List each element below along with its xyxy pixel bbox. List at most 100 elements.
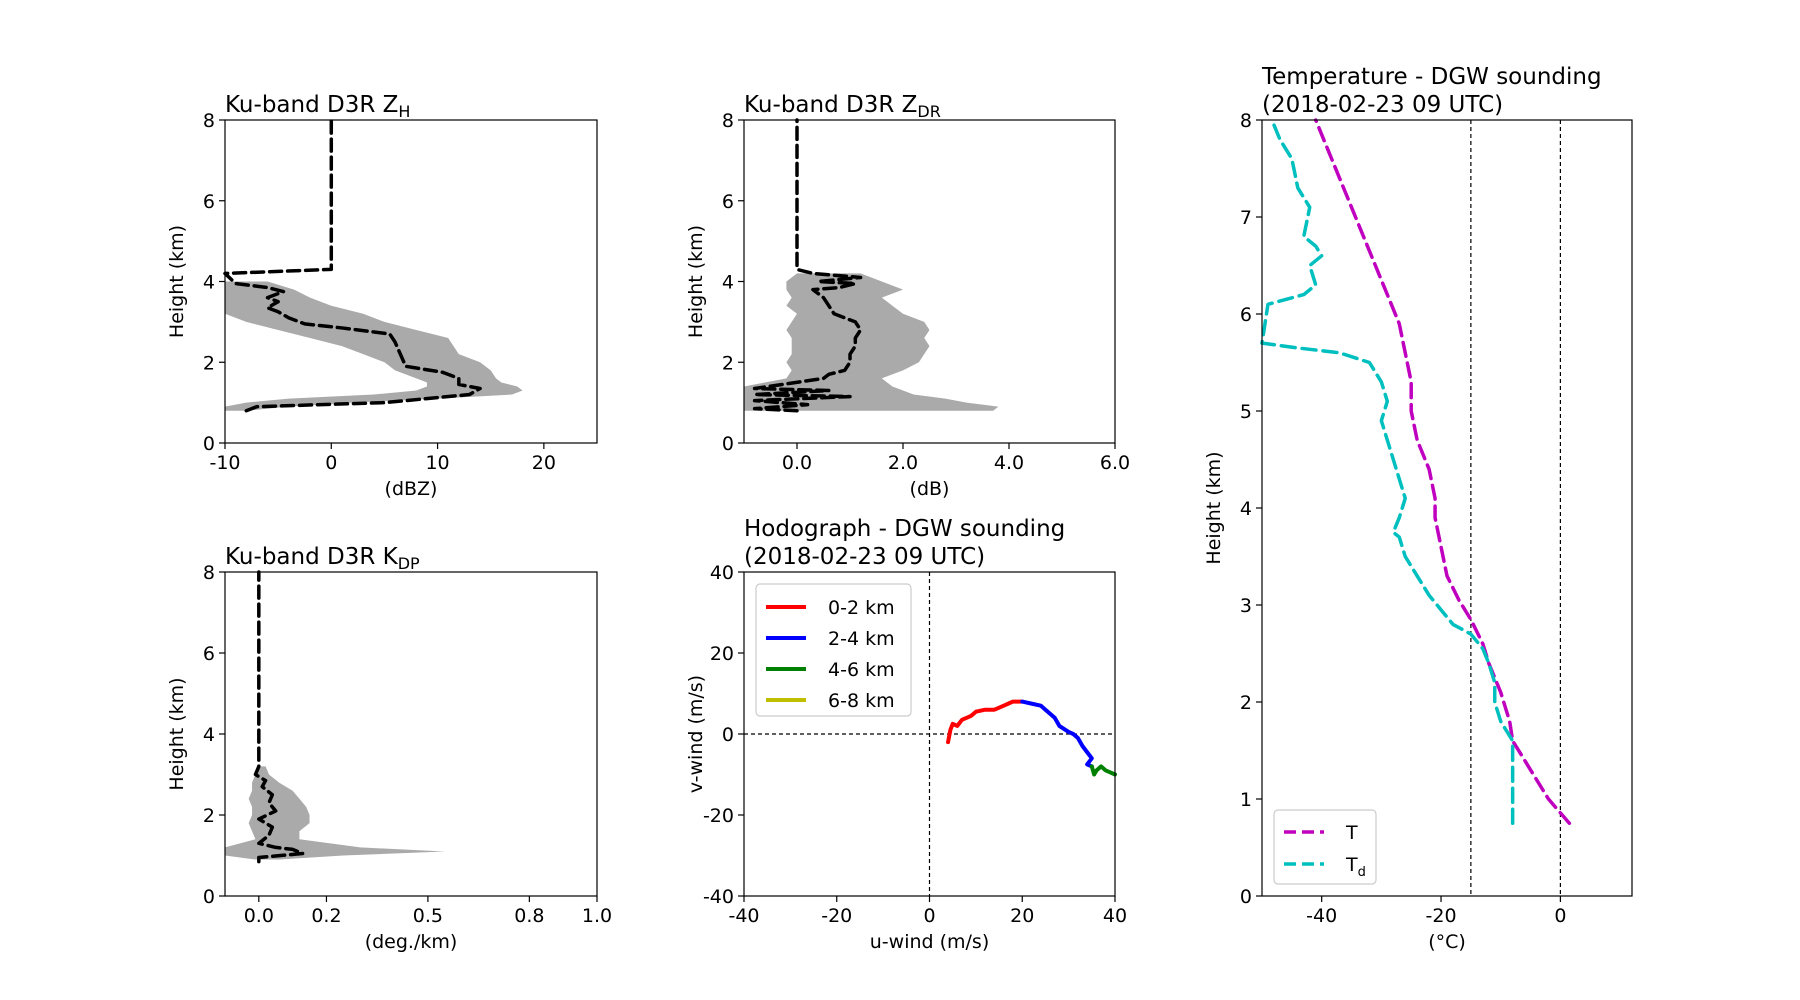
kdp-xlabel: (deg./km) xyxy=(365,931,458,953)
hodo-xtick-label: 0 xyxy=(923,905,935,927)
temp-ytick-label: 1 xyxy=(1240,789,1252,811)
temp-legend-td-main: T xyxy=(1345,854,1358,876)
hodo-ytick-label: -20 xyxy=(703,805,734,827)
zdr-ytick-label: 6 xyxy=(722,191,734,213)
hodo-title-line2: (2018-02-23 09 UTC) xyxy=(744,544,985,570)
zdr-ylabel: Height (km) xyxy=(685,225,707,338)
temp-ytick-label: 3 xyxy=(1240,595,1252,617)
temp-xlabel: (°C) xyxy=(1428,931,1466,953)
zdr-ytick-label: 0 xyxy=(722,433,734,455)
temp-ytick-label: 4 xyxy=(1240,498,1252,520)
zh-ytick-label: 6 xyxy=(203,191,215,213)
hodo-series-2 xyxy=(1089,764,1117,777)
kdp-title-subscript: DP xyxy=(398,554,420,573)
zh-xtick-label: 10 xyxy=(425,452,449,474)
kdp-ylabel: Height (km) xyxy=(166,677,188,790)
hodo-xtick-label: 20 xyxy=(1010,905,1034,927)
temp-legend-label-td: Td xyxy=(1345,854,1366,880)
zh-xtick-label: -10 xyxy=(209,452,240,474)
hodo-ytick-label: 0 xyxy=(722,724,734,746)
zh-spread-band xyxy=(225,281,523,411)
zh-title-subscript: H xyxy=(398,102,410,121)
kdp-ytick-label: 4 xyxy=(203,724,215,746)
temp-ytick-label: 8 xyxy=(1240,110,1252,132)
temp-xtick-label: -40 xyxy=(1306,905,1337,927)
kdp-xtick-label: 0.0 xyxy=(244,905,274,927)
temp-title-line2: (2018-02-23 09 UTC) xyxy=(1262,92,1503,118)
zh-ytick-label: 4 xyxy=(203,272,215,294)
kdp-xtick-label: 1.0 xyxy=(582,905,612,927)
hodo-ytick-label: -40 xyxy=(703,886,734,908)
hodo-ytick-label: 20 xyxy=(710,643,734,665)
zdr-xtick-label: 6.0 xyxy=(1100,452,1130,474)
temp-ytick-label: 2 xyxy=(1240,692,1252,714)
temp-ytick-label: 0 xyxy=(1240,886,1252,908)
hodo-legend-label: 0-2 km xyxy=(828,597,895,619)
zh-series-0 xyxy=(223,118,482,413)
zdr-series-0 xyxy=(752,118,863,413)
zh-ylabel: Height (km) xyxy=(166,225,188,338)
zdr-xtick-label: 2.0 xyxy=(888,452,918,474)
hodo-title: Hodograph - DGW sounding xyxy=(744,516,1065,542)
hodo-ylabel: v-wind (m/s) xyxy=(685,675,707,793)
hodo-xtick-label: 40 xyxy=(1103,905,1127,927)
hodo-legend-label: 4-6 km xyxy=(828,659,895,681)
zdr-title-subscript: DR xyxy=(917,102,940,121)
zh-title: Ku-band D3R ZH xyxy=(225,92,410,121)
hodo-panel: -40 -20 0 20 40 -40 -20 0 20 40 u-wind (m/s) v-wind… xyxy=(685,516,1127,953)
zdr-panel: 0.0 2.0 4.0 6.0 0 2 4 6 8 (dB) Height (km) Ku-band … xyxy=(685,92,1130,500)
zdr-title-main: Ku-band D3R Z xyxy=(744,92,917,118)
zdr-xtick-label: 4.0 xyxy=(994,452,1024,474)
temp-ytick-label: 7 xyxy=(1240,207,1252,229)
kdp-ytick-label: 6 xyxy=(203,643,215,665)
hodo-legend-label: 6-8 km xyxy=(828,690,895,712)
hodo-legend-box xyxy=(755,583,912,717)
zdr-xtick-label: 0.0 xyxy=(782,452,812,474)
zh-xtick-label: 0 xyxy=(325,452,337,474)
temp-xtick-label: 0 xyxy=(1554,905,1566,927)
temp-axes-frame xyxy=(1261,119,1633,897)
hodo-ytick-label: 40 xyxy=(710,562,734,584)
temp-xtick-label: -20 xyxy=(1426,905,1457,927)
kdp-ytick-label: 8 xyxy=(203,562,215,584)
kdp-ytick-label: 2 xyxy=(203,805,215,827)
temp-title: Temperature - DGW sounding xyxy=(1261,64,1602,90)
hodo-xtick-label: -20 xyxy=(821,905,852,927)
kdp-spread-band xyxy=(225,766,445,860)
kdp-panel: 0.0 0.2 0.5 0.8 1.0 0 2 4 6 8 (deg./km) Height (km)… xyxy=(166,544,612,953)
hodo-series-0 xyxy=(946,699,1025,745)
zdr-ytick-label: 4 xyxy=(722,272,734,294)
hodo-series-1 xyxy=(1020,699,1094,769)
temp-series-1 xyxy=(1260,123,1515,825)
zh-xtick-label: 20 xyxy=(532,452,556,474)
kdp-title-main: Ku-band D3R K xyxy=(225,544,399,570)
hodo-xtick-label: -40 xyxy=(728,905,759,927)
zdr-ytick-label: 8 xyxy=(722,110,734,132)
zdr-title: Ku-band D3R ZDR xyxy=(744,92,941,121)
zdr-ytick-label: 2 xyxy=(722,352,734,374)
temp-panel: -40 -20 0 0 1 2 3 4 5 6 7 8 (°C) Height (km) Temperatu… xyxy=(1203,64,1633,953)
temp-ytick-label: 5 xyxy=(1240,401,1252,423)
temp-series-0 xyxy=(1313,118,1572,825)
temp-legend-label-t: T xyxy=(1345,822,1358,844)
zh-xlabel: (dBZ) xyxy=(385,478,438,500)
kdp-ytick-label: 0 xyxy=(203,886,215,908)
zh-ytick-label: 0 xyxy=(203,433,215,455)
zh-ytick-label: 8 xyxy=(203,110,215,132)
temp-legend-td-sub: d xyxy=(1358,865,1366,880)
zh-ytick-label: 2 xyxy=(203,352,215,374)
zdr-spread-band xyxy=(744,273,999,411)
temp-ytick-label: 6 xyxy=(1240,304,1252,326)
zdr-xlabel: (dB) xyxy=(910,478,950,500)
kdp-xtick-label: 0.5 xyxy=(413,905,443,927)
hodo-legend-label: 2-4 km xyxy=(828,628,895,650)
kdp-xtick-label: 0.8 xyxy=(514,905,544,927)
zh-title-main: Ku-band D3R Z xyxy=(225,92,398,118)
kdp-title: Ku-band D3R KDP xyxy=(225,544,420,573)
temp-ylabel: Height (km) xyxy=(1203,451,1225,564)
temp-legend-box xyxy=(1273,809,1377,885)
hodo-xlabel: u-wind (m/s) xyxy=(870,931,990,953)
kdp-xtick-label: 0.2 xyxy=(311,905,341,927)
